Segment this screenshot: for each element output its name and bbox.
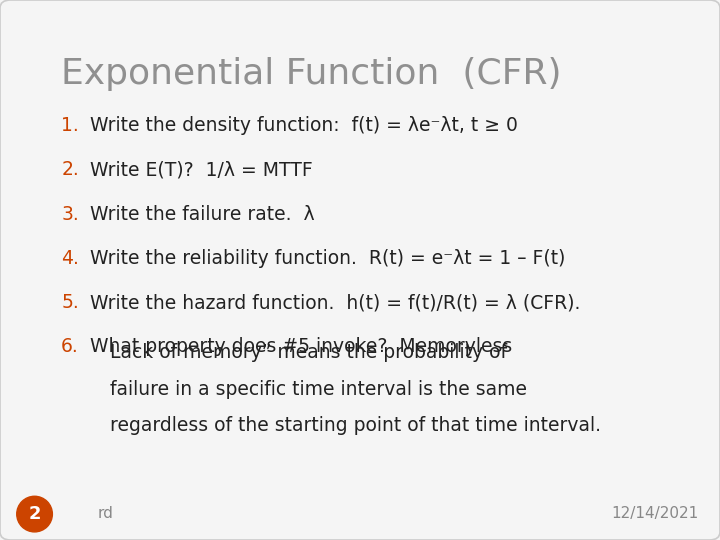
Text: 2.: 2.: [61, 160, 79, 179]
Text: 3.: 3.: [61, 205, 79, 224]
Text: 1.: 1.: [61, 116, 79, 135]
Text: 5.: 5.: [61, 293, 79, 312]
Text: Exponential Function  (CFR): Exponential Function (CFR): [61, 57, 562, 91]
Text: Write the reliability function.  R(t) = e⁻λt = 1 – F(t): Write the reliability function. R(t) = e…: [90, 249, 565, 268]
Text: Lack of memory” means the probability of: Lack of memory” means the probability of: [104, 343, 508, 362]
Text: 4.: 4.: [61, 249, 79, 268]
Text: failure in a specific time interval is the same: failure in a specific time interval is t…: [104, 380, 527, 399]
Text: What property does #5 invoke?  Memoryless: What property does #5 invoke? Memoryless: [90, 338, 512, 356]
Text: Write E(T)?  1/λ = MTTF: Write E(T)? 1/λ = MTTF: [90, 160, 312, 179]
Ellipse shape: [17, 496, 53, 532]
Text: 12/14/2021: 12/14/2021: [611, 506, 698, 521]
Text: rd: rd: [97, 506, 113, 521]
Text: Write the density function:  f(t) = λe⁻λt, t ≥ 0: Write the density function: f(t) = λe⁻λt…: [90, 116, 518, 135]
Text: regardless of the starting point of that time interval.: regardless of the starting point of that…: [104, 416, 601, 435]
Text: Write the hazard function.  h(t) = f(t)/R(t) = λ (CFR).: Write the hazard function. h(t) = f(t)/R…: [90, 293, 580, 312]
Text: 2: 2: [28, 505, 41, 523]
Text: Write the failure rate.  λ: Write the failure rate. λ: [90, 205, 315, 224]
Text: 6.: 6.: [61, 338, 79, 356]
